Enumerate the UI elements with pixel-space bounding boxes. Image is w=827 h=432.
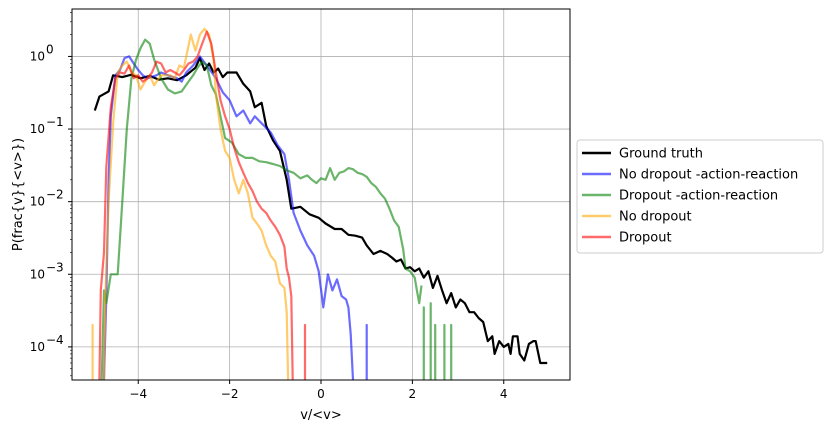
series-line xyxy=(98,30,294,380)
series-line xyxy=(100,38,423,380)
y-tick-exponent: −4 xyxy=(46,333,64,347)
plot-lines xyxy=(91,27,548,380)
x-tick-label: −4 xyxy=(129,387,147,401)
x-axis-label: v/<v> xyxy=(300,408,342,423)
series-no-dropout-action-reaction xyxy=(102,55,368,380)
legend-label: Ground truth xyxy=(619,147,703,162)
legend-label: Dropout -action-reaction xyxy=(619,189,778,204)
y-tick-label: 10 xyxy=(30,49,45,63)
y-tick-exponent: −3 xyxy=(46,260,64,274)
grid xyxy=(72,9,570,380)
y-tick-exponent: −2 xyxy=(46,188,64,202)
y-tick-label: 10 xyxy=(30,122,45,136)
legend-label: No dropout xyxy=(619,210,692,225)
series-line xyxy=(93,56,548,365)
legend-label: Dropout xyxy=(619,231,672,246)
legend: Ground truth No dropout -action-reaction D… xyxy=(576,139,824,254)
x-tick-label: 2 xyxy=(409,387,417,401)
x-tick-label: 0 xyxy=(317,387,325,401)
series-dropout xyxy=(98,30,307,380)
y-tick-label: 10 xyxy=(30,195,45,209)
x-tick-label: 4 xyxy=(500,387,508,401)
series-ground-truth xyxy=(93,56,548,365)
series-line xyxy=(102,55,355,380)
legend-box xyxy=(576,139,824,254)
x-tick-label: −2 xyxy=(221,387,239,401)
y-tick-exponent: −1 xyxy=(46,115,64,129)
y-tick-exponent: 0 xyxy=(46,42,54,56)
y-tick-label: 10 xyxy=(30,340,45,354)
y-tick-label: 10 xyxy=(30,267,45,281)
series-dropout-action-reaction xyxy=(100,38,453,380)
legend-label: No dropout -action-reaction xyxy=(619,168,798,183)
y-axis-label: P(frac{v}{<v>}) xyxy=(11,138,26,251)
x-axis-ticks: −4 −2 0 2 4 xyxy=(129,380,508,401)
